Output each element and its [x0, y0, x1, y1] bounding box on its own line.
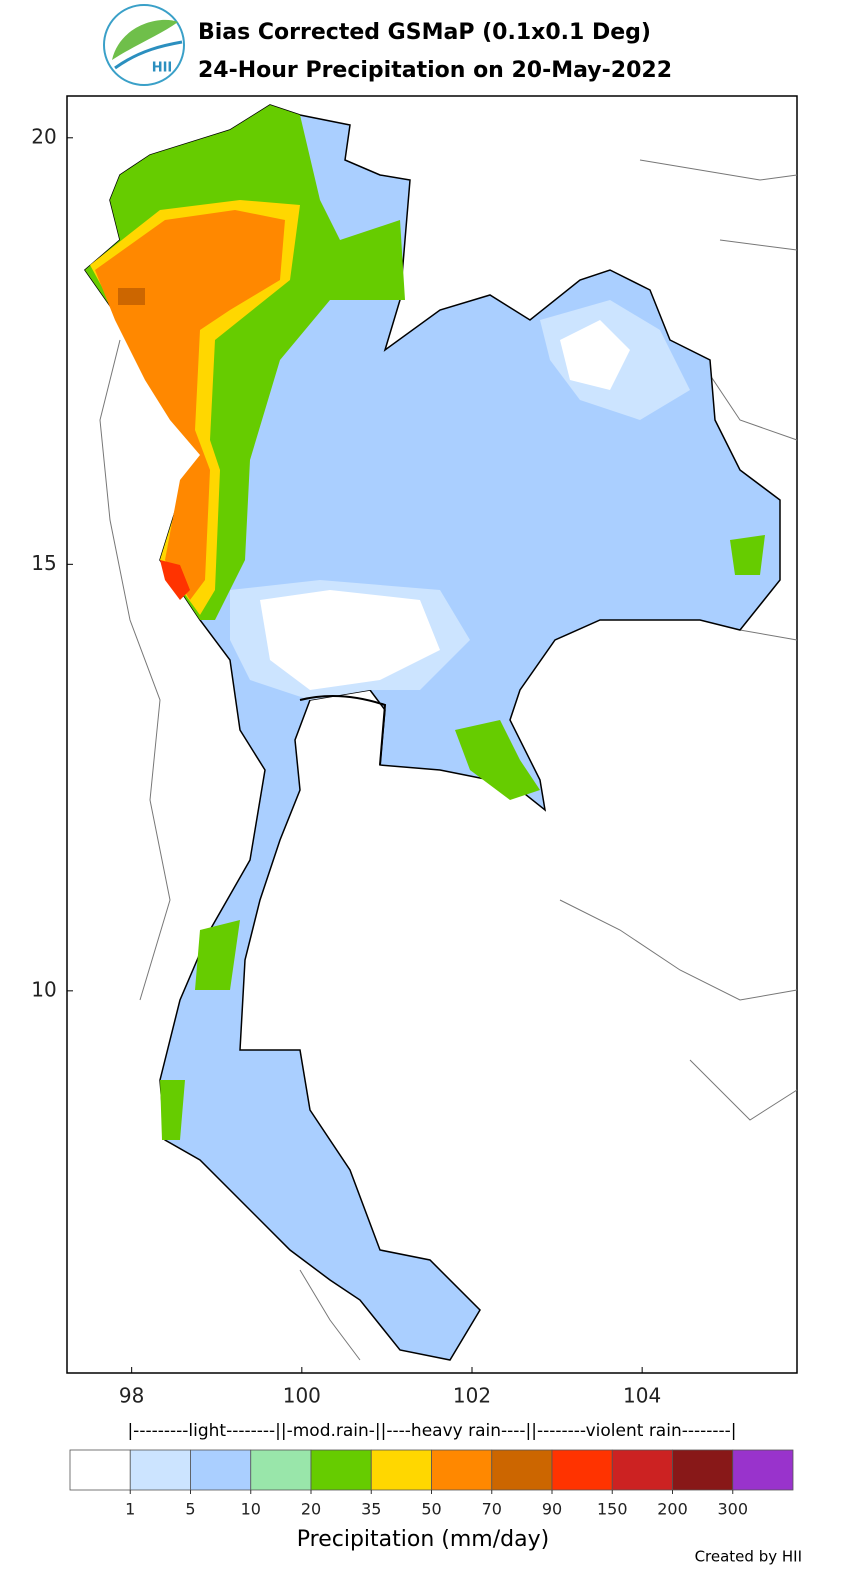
- map: [66, 95, 798, 1374]
- rain-very-heavy: [118, 288, 145, 305]
- neighbour-border: [99, 159, 798, 1361]
- colorbar-tick-label: 20: [301, 1500, 321, 1519]
- credit: Created by HII: [695, 1548, 802, 1566]
- colorbar-box: [190, 1449, 252, 1491]
- colorbar-label: Precipitation (mm/day): [297, 1527, 549, 1552]
- y-tick-label: 20: [31, 124, 56, 148]
- logo-text: HII: [152, 61, 173, 76]
- colorbar-tick-label: 300: [717, 1500, 748, 1519]
- rain-moderate: [160, 1080, 185, 1140]
- logo-ring: [103, 4, 185, 86]
- colorbar-tick-label: 5: [185, 1500, 195, 1519]
- colorbar-box: [491, 1449, 553, 1491]
- colorbar-tick-label: 150: [597, 1500, 628, 1519]
- coastline: [299, 695, 387, 766]
- x-tick-label: 102: [453, 1384, 491, 1408]
- colorbar-box: [250, 1449, 312, 1491]
- colorbar-box: [732, 1449, 794, 1491]
- rain-moderate: [730, 535, 765, 575]
- rain-none: [260, 590, 440, 690]
- colorbar-categories: |---------light--------||-mod.rain-||---…: [127, 1421, 736, 1441]
- rain-moderate: [195, 920, 240, 990]
- colorbar-box: [129, 1449, 191, 1491]
- rain-none: [560, 320, 630, 390]
- logo-wave: [114, 40, 183, 70]
- colorbar-tick-label: 50: [421, 1500, 441, 1519]
- colorbar-tick-label: 70: [482, 1500, 502, 1519]
- colorbar-box: [69, 1449, 131, 1491]
- colorbar-box: [431, 1449, 493, 1491]
- logo-leaf: [112, 19, 178, 60]
- colorbar-box: [551, 1449, 613, 1491]
- colorbar-box: [310, 1449, 372, 1491]
- colorbar-tick-label: 90: [542, 1500, 562, 1519]
- colorbar-tick-label: 10: [241, 1500, 261, 1519]
- colorbar-box: [370, 1449, 432, 1491]
- x-tick-label: 98: [119, 1384, 144, 1408]
- y-tick-label: 10: [31, 977, 56, 1001]
- title: Bias Corrected GSMaP (0.1x0.1 Deg): [198, 20, 651, 45]
- logo: HII: [103, 4, 185, 86]
- colorbar: 1 5 10 20 35 50 70 90 150 200 300: [69, 1449, 794, 1519]
- rain-moderate: [455, 720, 540, 800]
- rain-violent: [160, 560, 190, 600]
- colorbar-tick-label: 35: [361, 1500, 381, 1519]
- colorbar-box: [672, 1449, 734, 1491]
- colorbar-tick-label: 200: [657, 1500, 688, 1519]
- x-tick-label: 100: [283, 1384, 321, 1408]
- rain-heavy: [95, 210, 285, 600]
- y-tick-label: 15: [31, 551, 56, 575]
- colorbar-tick-label: 1: [125, 1500, 135, 1519]
- subtitle: 24-Hour Precipitation on 20-May-2022: [198, 58, 672, 83]
- colorbar-box: [611, 1449, 673, 1491]
- x-tick-label: 104: [623, 1384, 661, 1408]
